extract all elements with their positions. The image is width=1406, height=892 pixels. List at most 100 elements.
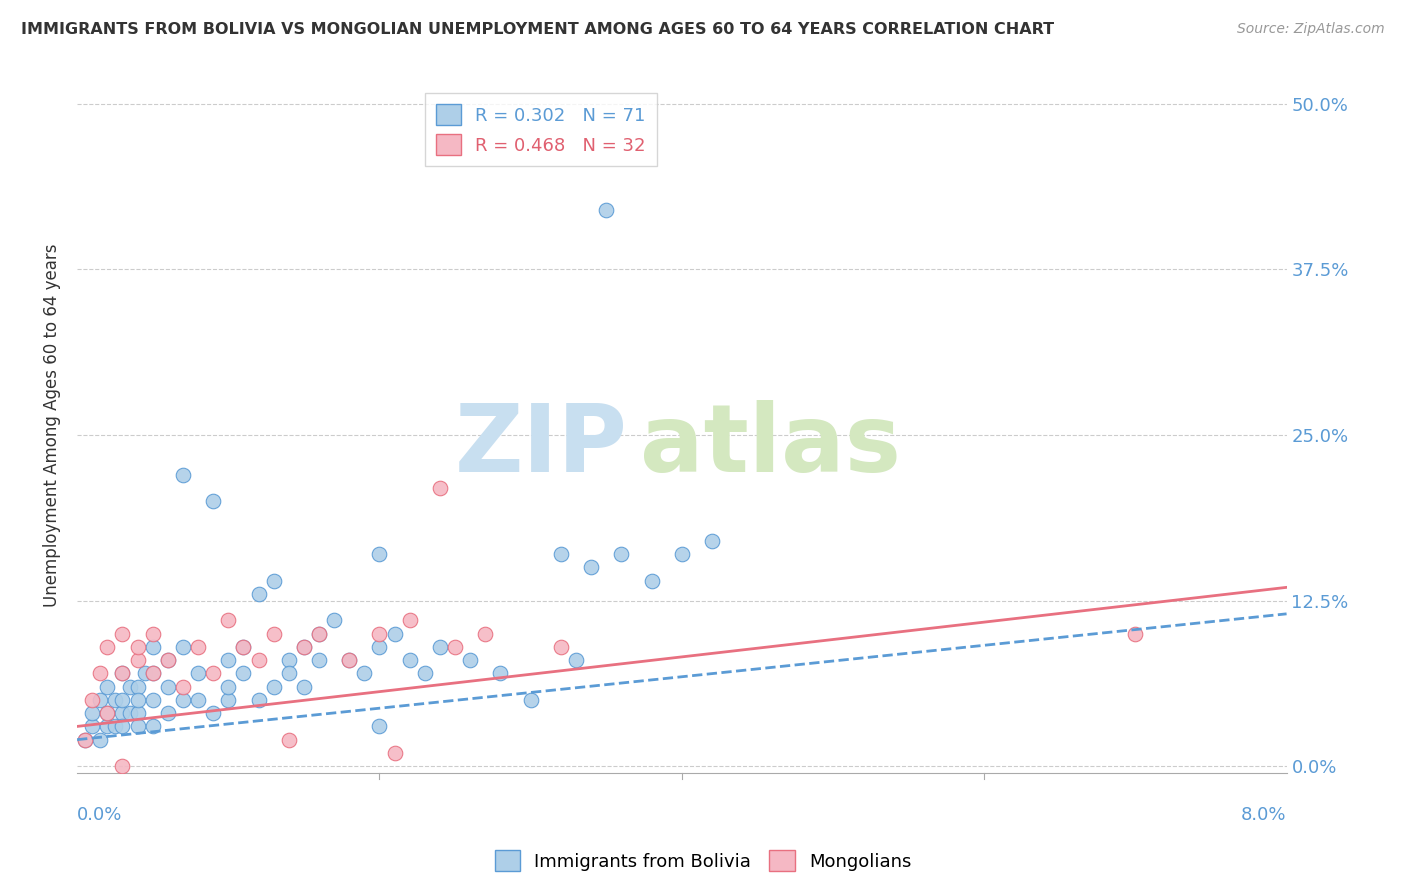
Point xyxy=(429,481,451,495)
Point xyxy=(111,666,134,681)
Point xyxy=(384,746,406,760)
Point xyxy=(429,640,451,654)
Point xyxy=(127,706,149,721)
Point xyxy=(202,666,225,681)
Point xyxy=(232,640,254,654)
Point xyxy=(187,666,209,681)
Point xyxy=(172,693,194,707)
Point xyxy=(232,640,254,654)
Point xyxy=(73,732,96,747)
Point xyxy=(247,693,270,707)
Point xyxy=(187,640,209,654)
Point xyxy=(565,653,588,667)
Point xyxy=(444,640,467,654)
Point xyxy=(263,626,285,640)
Point xyxy=(172,680,194,694)
Point xyxy=(202,494,225,508)
Point xyxy=(263,574,285,588)
Point xyxy=(104,719,127,733)
Point xyxy=(292,640,315,654)
Legend: R = 0.302   N = 71, R = 0.468   N = 32: R = 0.302 N = 71, R = 0.468 N = 32 xyxy=(425,94,657,166)
Point xyxy=(308,626,330,640)
Text: 0.0%: 0.0% xyxy=(77,805,122,824)
Point xyxy=(142,719,165,733)
Text: atlas: atlas xyxy=(640,400,900,492)
Point xyxy=(700,533,723,548)
Point xyxy=(111,706,134,721)
Point xyxy=(202,706,225,721)
Point xyxy=(458,653,481,667)
Point xyxy=(277,653,299,667)
Point xyxy=(127,640,149,654)
Point xyxy=(1125,626,1147,640)
Point xyxy=(640,574,662,588)
Point xyxy=(277,732,299,747)
Point xyxy=(368,547,391,561)
Text: 8.0%: 8.0% xyxy=(1241,805,1286,824)
Point xyxy=(96,706,118,721)
Point xyxy=(96,706,118,721)
Point xyxy=(104,693,127,707)
Point xyxy=(263,680,285,694)
Point xyxy=(111,626,134,640)
Point xyxy=(156,653,179,667)
Point xyxy=(118,706,141,721)
Point xyxy=(127,680,149,694)
Point xyxy=(96,719,118,733)
Point xyxy=(118,680,141,694)
Point xyxy=(142,693,165,707)
Point xyxy=(398,653,420,667)
Point xyxy=(111,666,134,681)
Point xyxy=(323,614,346,628)
Point xyxy=(489,666,512,681)
Point xyxy=(353,666,375,681)
Legend: Immigrants from Bolivia, Mongolians: Immigrants from Bolivia, Mongolians xyxy=(488,843,918,879)
Y-axis label: Unemployment Among Ages 60 to 64 years: Unemployment Among Ages 60 to 64 years xyxy=(44,244,60,607)
Point xyxy=(413,666,436,681)
Point xyxy=(111,759,134,773)
Point xyxy=(337,653,360,667)
Point xyxy=(368,640,391,654)
Point xyxy=(217,614,239,628)
Point xyxy=(134,666,156,681)
Point xyxy=(172,640,194,654)
Point xyxy=(217,653,239,667)
Point xyxy=(550,640,572,654)
Point xyxy=(187,693,209,707)
Point xyxy=(610,547,633,561)
Point xyxy=(519,693,541,707)
Point xyxy=(142,666,165,681)
Point xyxy=(172,467,194,482)
Point xyxy=(579,560,602,574)
Text: ZIP: ZIP xyxy=(454,400,627,492)
Point xyxy=(156,706,179,721)
Point xyxy=(337,653,360,667)
Point xyxy=(292,640,315,654)
Point xyxy=(308,653,330,667)
Point xyxy=(82,719,104,733)
Point xyxy=(398,614,420,628)
Point xyxy=(308,626,330,640)
Point xyxy=(671,547,693,561)
Point xyxy=(89,693,111,707)
Point xyxy=(89,732,111,747)
Point xyxy=(550,547,572,561)
Point xyxy=(247,653,270,667)
Point xyxy=(474,626,496,640)
Point xyxy=(217,680,239,694)
Point xyxy=(82,706,104,721)
Point xyxy=(89,666,111,681)
Point xyxy=(595,202,617,217)
Point xyxy=(368,626,391,640)
Point xyxy=(384,626,406,640)
Point xyxy=(232,666,254,681)
Point xyxy=(82,693,104,707)
Point xyxy=(127,719,149,733)
Point xyxy=(217,693,239,707)
Point xyxy=(96,680,118,694)
Point xyxy=(156,653,179,667)
Point xyxy=(96,640,118,654)
Point xyxy=(156,680,179,694)
Point xyxy=(368,719,391,733)
Point xyxy=(277,666,299,681)
